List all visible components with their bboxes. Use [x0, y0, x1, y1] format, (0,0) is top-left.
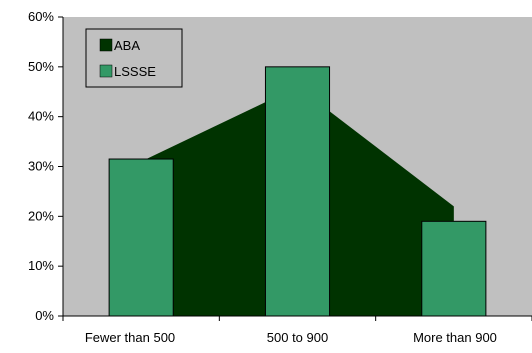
legend-swatch-lssse — [99, 64, 113, 78]
bar-series-layer — [108, 66, 487, 317]
y-tick-label: 10% — [28, 258, 54, 273]
legend-label-lssse: LSSSE — [114, 64, 156, 79]
x-tick-label: More than 900 — [413, 330, 497, 345]
bar-lssse-2 — [421, 220, 487, 317]
axes: 0% 10% 20% 30% 40% 50% 60% Fewer than 500 500 to… — [28, 9, 532, 345]
y-tick-label: 50% — [28, 59, 54, 74]
bar-lssse-1 — [264, 66, 331, 317]
legend-swatch-aba — [99, 38, 113, 52]
x-tick-label: 500 to 900 — [267, 330, 328, 345]
y-tick-label: 30% — [28, 159, 54, 174]
x-tick-label: Fewer than 500 — [85, 330, 175, 345]
bar-lssse-0 — [108, 158, 174, 317]
y-tick-label: 60% — [28, 9, 54, 24]
legend-label-aba: ABA — [114, 38, 140, 53]
legend: ABA LSSSE — [85, 28, 183, 88]
legend-box — [85, 28, 183, 88]
y-tick-label: 40% — [28, 109, 54, 124]
y-tick-label: 0% — [35, 308, 54, 323]
y-tick-label: 20% — [28, 208, 54, 223]
